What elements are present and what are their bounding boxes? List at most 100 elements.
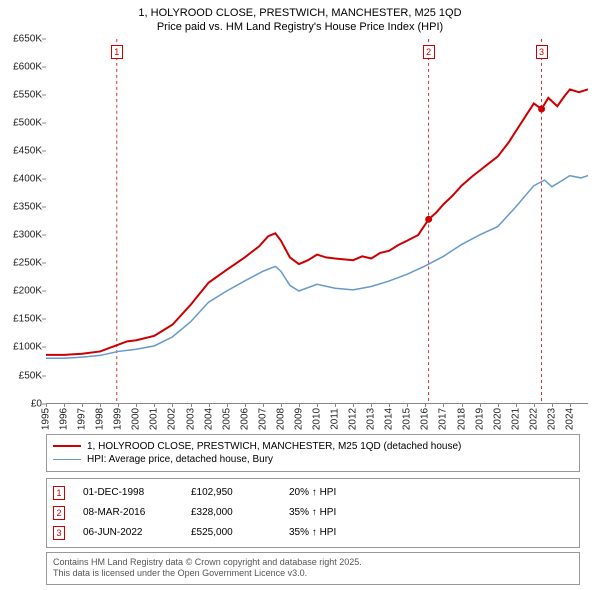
y-tick-mark bbox=[42, 291, 46, 292]
legend-label: HPI: Average price, detached house, Bury bbox=[87, 454, 273, 465]
x-tick-mark bbox=[100, 403, 101, 407]
footer-line1: Contains HM Land Registry data © Crown c… bbox=[53, 557, 573, 569]
x-tick-label: 2002 bbox=[167, 407, 178, 429]
x-tick-mark bbox=[480, 403, 481, 407]
y-tick-label: £100K bbox=[13, 342, 42, 353]
y-tick-mark bbox=[42, 94, 46, 95]
chart-plot-area: £0£50K£100K£150K£200K£250K£300K£350K£400… bbox=[46, 39, 588, 404]
x-tick-mark bbox=[552, 403, 553, 407]
x-tick-label: 2001 bbox=[149, 407, 160, 429]
x-tick-mark bbox=[534, 403, 535, 407]
x-tick-label: 2011 bbox=[330, 408, 341, 430]
x-tick-label: 2016 bbox=[420, 407, 431, 429]
x-tick-mark bbox=[443, 403, 444, 407]
x-tick-mark bbox=[191, 403, 192, 407]
x-tick-label: 1997 bbox=[77, 407, 88, 429]
y-tick-mark bbox=[42, 263, 46, 264]
x-tick-mark bbox=[281, 403, 282, 407]
x-tick-label: 1995 bbox=[41, 407, 52, 429]
x-tick-label: 2010 bbox=[312, 407, 323, 429]
event-row: 208-MAR-2016£328,00035% ↑ HPI bbox=[53, 503, 573, 523]
y-tick-mark bbox=[42, 403, 46, 404]
x-tick-mark bbox=[299, 403, 300, 407]
x-tick-mark bbox=[245, 403, 246, 407]
x-tick-label: 2013 bbox=[366, 407, 377, 429]
title-line2: Price paid vs. HM Land Registry's House … bbox=[10, 20, 590, 34]
events-table: 101-DEC-1998£102,95020% ↑ HPI 2 08-MAR-201… bbox=[46, 478, 580, 548]
event-row: 3 06-JUN-2022 £525,000 35% ↑ HPI bbox=[53, 523, 573, 543]
event-date: 08-MAR-2016 bbox=[83, 507, 173, 518]
y-tick-mark bbox=[42, 178, 46, 179]
event-date: 06-JUN-2022 bbox=[83, 527, 173, 538]
y-tick-label: £600K bbox=[13, 61, 42, 72]
y-tick-label: £50K bbox=[19, 370, 42, 381]
legend-item: HPI: Average price, detached house, Bury bbox=[53, 453, 573, 466]
x-tick-label: 2008 bbox=[275, 407, 286, 429]
y-tick-label: £650K bbox=[13, 33, 42, 44]
x-tick-mark bbox=[154, 403, 155, 407]
x-tick-mark bbox=[136, 403, 137, 407]
x-tick-mark bbox=[498, 403, 499, 407]
event-pct: 35% ↑ HPI bbox=[289, 527, 399, 538]
x-tick-label: 2024 bbox=[564, 407, 575, 429]
x-tick-mark bbox=[570, 403, 571, 407]
event-row: 101-DEC-1998£102,95020% ↑ HPI bbox=[53, 483, 573, 503]
y-tick-mark bbox=[42, 319, 46, 320]
event-price: £525,000 bbox=[191, 527, 271, 538]
y-tick-mark bbox=[42, 150, 46, 151]
y-tick-mark bbox=[42, 207, 46, 208]
y-tick-label: £400K bbox=[13, 173, 42, 184]
y-tick-mark bbox=[42, 375, 46, 376]
y-axis-ticks: £0£50K£100K£150K£200K£250K£300K£350K£400… bbox=[0, 39, 44, 403]
x-tick-mark bbox=[353, 403, 354, 407]
x-tick-mark bbox=[172, 403, 173, 407]
x-tick-label: 2022 bbox=[528, 407, 539, 429]
x-tick-label: 2003 bbox=[185, 407, 196, 429]
title-line1: 1, HOLYROOD CLOSE, PRESTWICH, MANCHESTER… bbox=[10, 6, 590, 20]
x-tick-label: 1996 bbox=[59, 407, 70, 429]
x-tick-mark bbox=[64, 403, 65, 407]
x-tick-label: 2009 bbox=[293, 407, 304, 429]
x-tick-label: 2007 bbox=[257, 407, 268, 429]
y-tick-mark bbox=[42, 122, 46, 123]
chart-title: 1, HOLYROOD CLOSE, PRESTWICH, MANCHESTER… bbox=[0, 0, 600, 39]
event-marker-box: 1 bbox=[53, 486, 65, 500]
y-tick-mark bbox=[42, 235, 46, 236]
event-pct: 20% ↑ HPI bbox=[289, 487, 399, 498]
x-tick-mark bbox=[227, 403, 228, 407]
footer-line2: This data is licensed under the Open Gov… bbox=[53, 568, 573, 580]
chart-legend: 1, HOLYROOD CLOSE, PRESTWICH, MANCHESTER… bbox=[46, 434, 580, 472]
x-tick-label: 2023 bbox=[546, 407, 557, 429]
event-marker-box: 2 bbox=[423, 45, 435, 59]
series-line-property_price bbox=[46, 89, 588, 354]
legend-swatch bbox=[53, 459, 81, 460]
y-tick-label: £250K bbox=[13, 258, 42, 269]
x-tick-mark bbox=[46, 403, 47, 407]
y-tick-mark bbox=[42, 347, 46, 348]
footer-attribution: Contains HM Land Registry data © Crown c… bbox=[46, 552, 580, 585]
event-marker-box: 3 bbox=[536, 45, 548, 59]
x-tick-label: 2004 bbox=[203, 407, 214, 429]
x-axis-ticks: 1995199619971998199920002001200220032004… bbox=[46, 403, 588, 425]
x-tick-mark bbox=[462, 403, 463, 407]
event-marker-box: 3 bbox=[53, 526, 65, 540]
x-tick-mark bbox=[317, 403, 318, 407]
x-tick-label: 2019 bbox=[474, 407, 485, 429]
y-tick-label: £350K bbox=[13, 202, 42, 213]
x-tick-mark bbox=[371, 403, 372, 407]
x-tick-label: 1998 bbox=[95, 407, 106, 429]
x-tick-mark bbox=[118, 403, 119, 407]
chart-svg bbox=[46, 39, 588, 403]
legend-swatch bbox=[53, 445, 81, 447]
x-tick-label: 2020 bbox=[492, 407, 503, 429]
y-tick-label: £450K bbox=[13, 145, 42, 156]
x-tick-label: 2012 bbox=[348, 407, 359, 429]
event-marker-box: 2 bbox=[53, 506, 65, 520]
x-tick-label: 2005 bbox=[221, 407, 232, 429]
y-tick-label: £300K bbox=[13, 230, 42, 241]
legend-label: 1, HOLYROOD CLOSE, PRESTWICH, MANCHESTER… bbox=[87, 441, 461, 452]
series-line-hpi_bury bbox=[46, 175, 588, 358]
y-tick-label: £150K bbox=[13, 314, 42, 325]
event-pct: 35% ↑ HPI bbox=[289, 507, 399, 518]
x-tick-label: 2006 bbox=[239, 407, 250, 429]
